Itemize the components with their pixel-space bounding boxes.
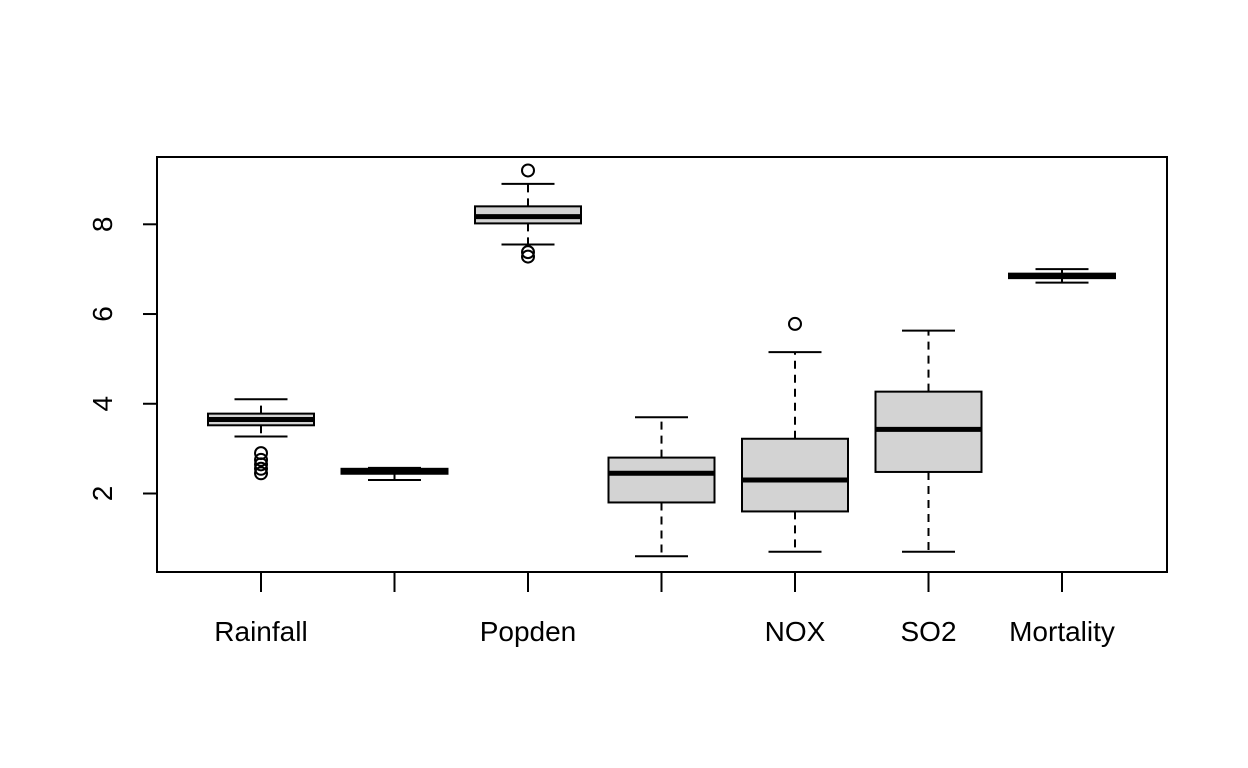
box-group bbox=[1008, 268, 1116, 284]
outlier-point bbox=[254, 461, 268, 476]
outlier-point bbox=[521, 163, 535, 178]
box-group bbox=[607, 416, 716, 558]
outlier-point bbox=[254, 446, 268, 461]
outlier-point bbox=[254, 466, 268, 481]
iqr-box bbox=[607, 456, 716, 504]
box-group bbox=[207, 398, 315, 481]
x-tick-label: SO2 bbox=[900, 616, 956, 647]
y-tick-label: 8 bbox=[87, 217, 118, 233]
boxes bbox=[207, 163, 1116, 558]
x-tick-label: NOX bbox=[765, 616, 826, 647]
outlier-point bbox=[521, 249, 535, 264]
iqr-box bbox=[741, 437, 849, 513]
y-tick-label: 4 bbox=[87, 396, 118, 412]
box-group bbox=[741, 316, 849, 553]
outlier-point bbox=[254, 452, 268, 467]
outlier-point bbox=[521, 245, 535, 260]
box-group bbox=[874, 329, 983, 553]
x-axis: Rainfall Popden NOX SO2 Mortality bbox=[214, 571, 1115, 647]
x-tick-label: Popden bbox=[480, 616, 577, 647]
box-group bbox=[340, 466, 449, 482]
outlier-point bbox=[788, 316, 802, 331]
y-tick-label: 2 bbox=[87, 486, 118, 502]
x-tick-label: Mortality bbox=[1009, 616, 1115, 647]
y-tick-label: 6 bbox=[87, 306, 118, 322]
box-group bbox=[474, 163, 582, 264]
y-axis: 2 4 6 8 bbox=[87, 217, 158, 502]
x-tick-label: Rainfall bbox=[214, 616, 307, 647]
